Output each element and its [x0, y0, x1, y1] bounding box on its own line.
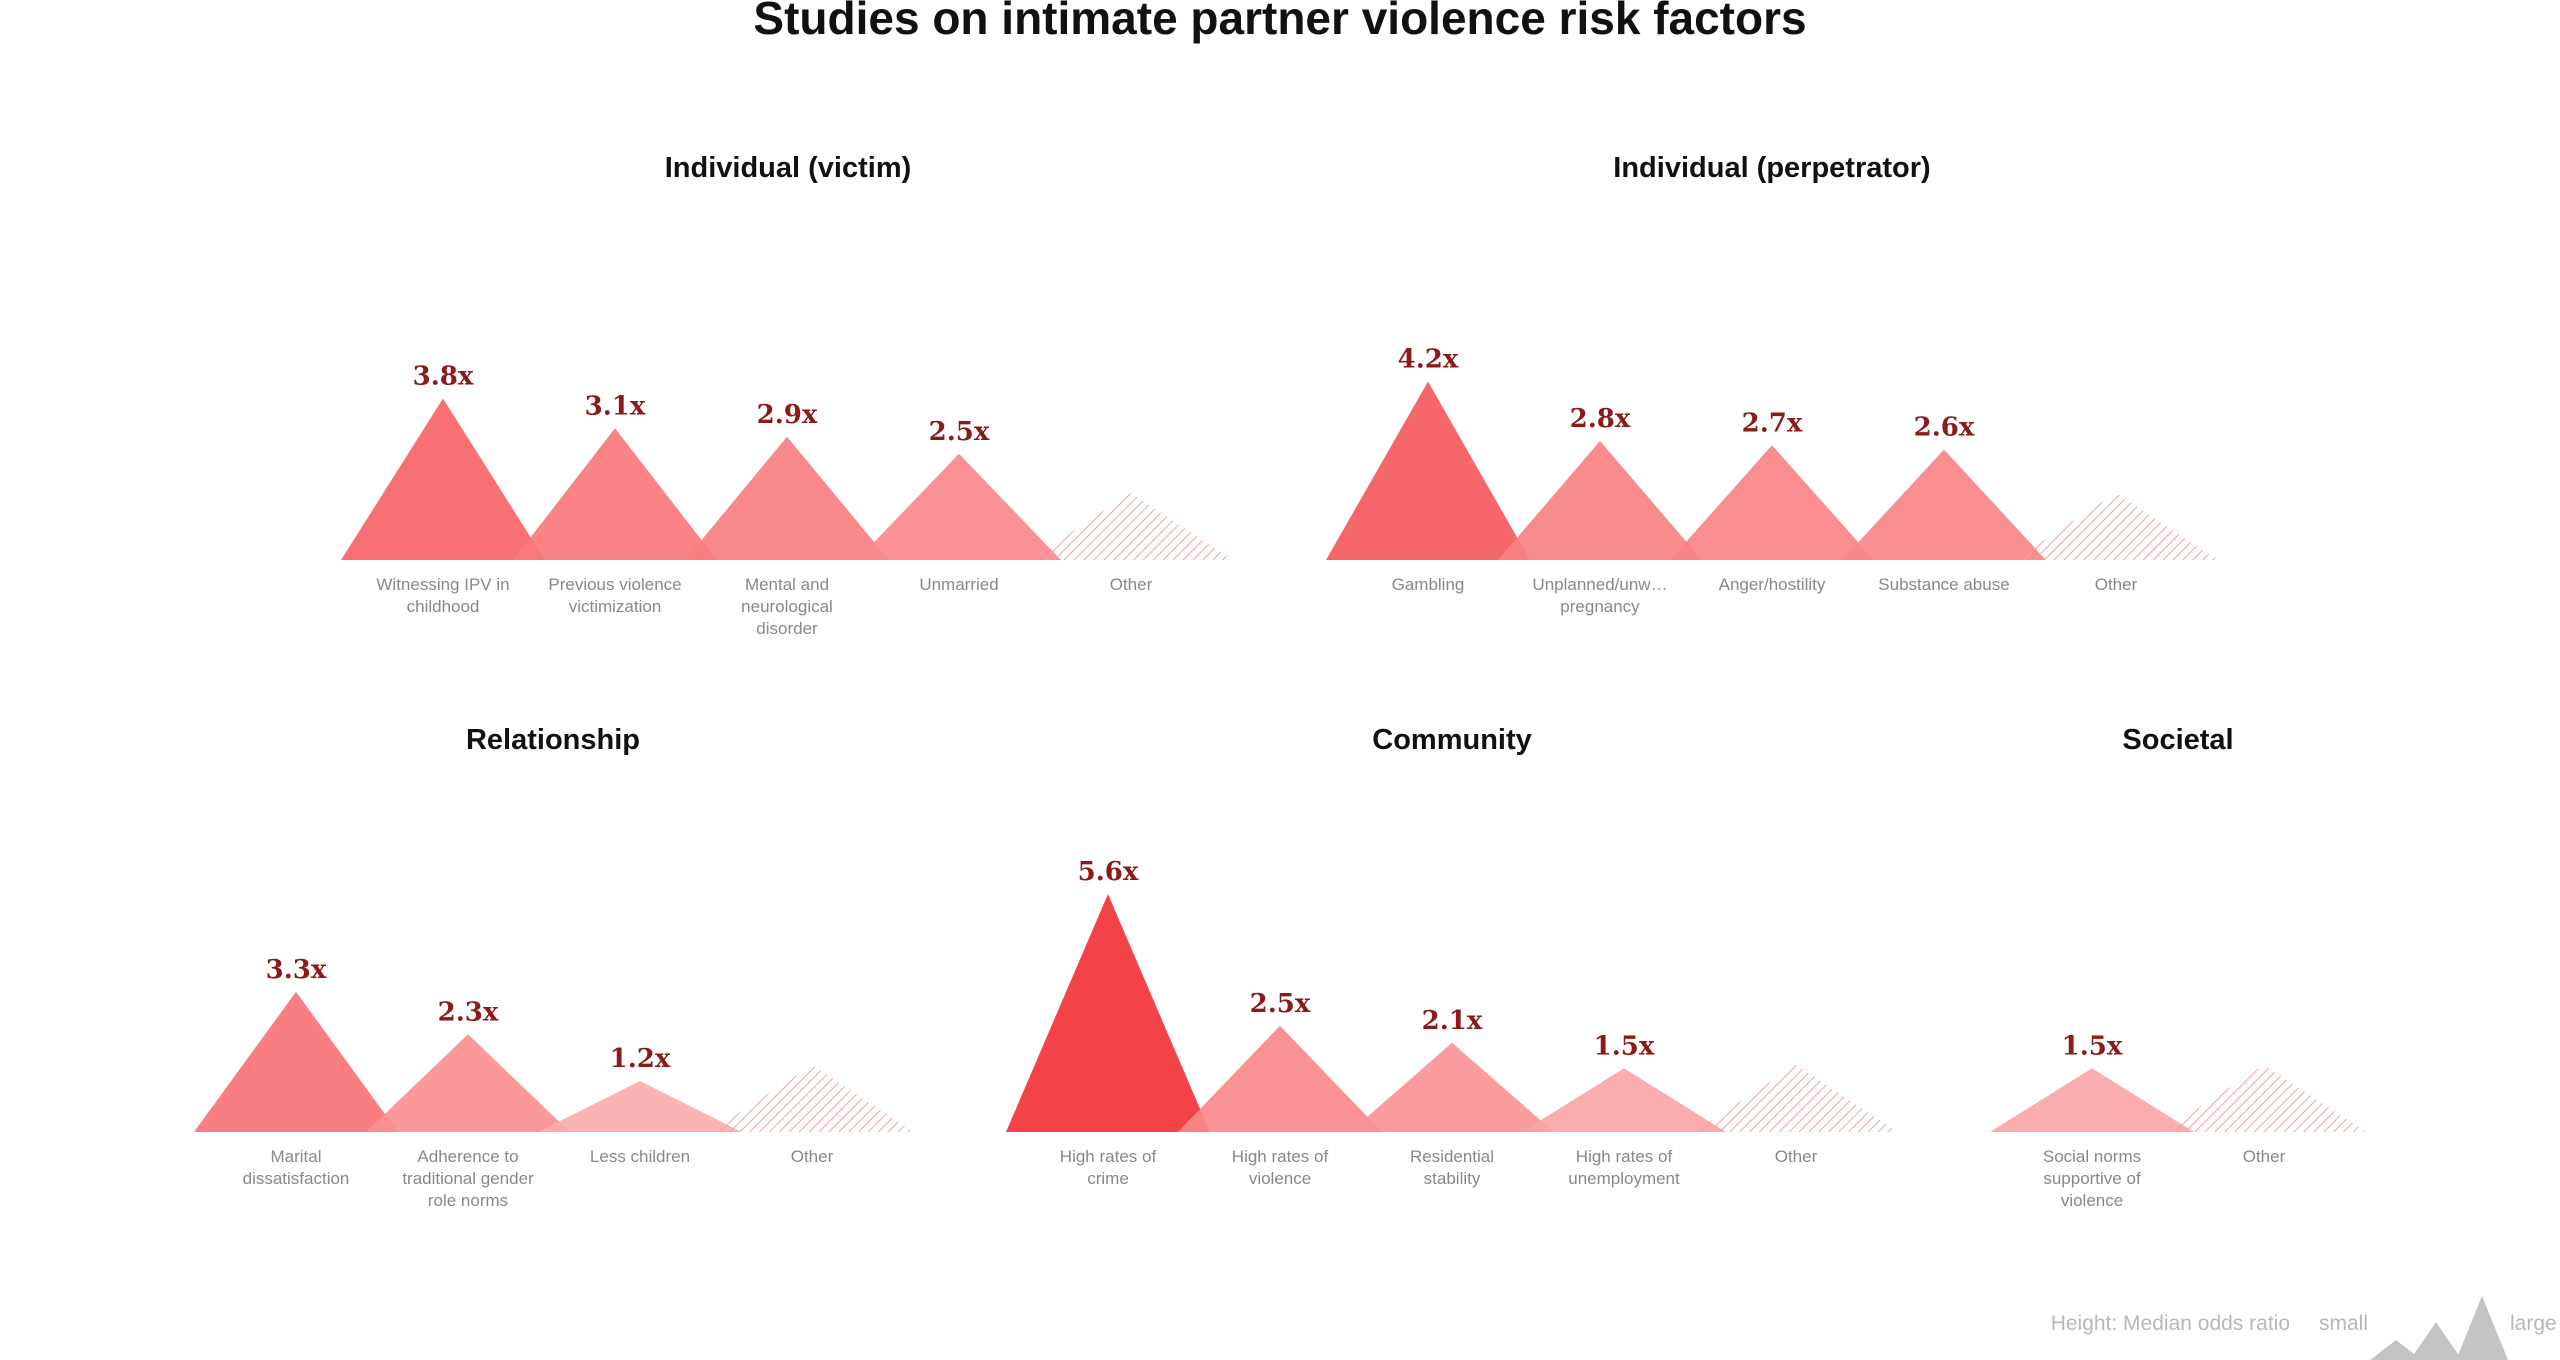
value-label: 5.6x [1078, 857, 1139, 887]
category-label: High rates of [1576, 1147, 1673, 1166]
category-label: Gambling [1392, 575, 1465, 594]
value-label: 2.5x [1250, 989, 1311, 1019]
chart-title: Studies on intimate partner violence ris… [753, 0, 1806, 44]
category-label: Other [1110, 575, 1153, 594]
risk-triangle [685, 436, 889, 560]
risk-triangle [366, 1034, 570, 1132]
category-label: traditional gender [402, 1169, 534, 1188]
value-label: 1.2x [610, 1044, 671, 1074]
value-label: 4.2x [1398, 345, 1459, 375]
category-label: High rates of [1060, 1147, 1157, 1166]
panel-4: Societal 1.5x Social norms supportive of vio… [1990, 724, 2366, 1210]
risk-triangle [1326, 381, 1530, 560]
risk-triangle [857, 453, 1061, 560]
value-label: 2.8x [1570, 404, 1631, 434]
category-label: unemployment [1568, 1169, 1680, 1188]
value-label: 3.8x [413, 362, 474, 392]
value-label: 3.3x [266, 955, 327, 985]
legend-triangle [2370, 1340, 2422, 1360]
legend-height-label: Height: Median odds ratio [2051, 1312, 2290, 1335]
other-mark [1029, 493, 1233, 560]
category-label: role norms [428, 1191, 508, 1210]
panel-3: Community 5.6x High rates of crime 2.5x High … [1006, 724, 1898, 1188]
category-label: dissatisfaction [243, 1169, 350, 1188]
risk-triangle [1350, 1042, 1554, 1132]
category-label: Unmarried [919, 575, 998, 594]
category-label: childhood [407, 597, 480, 616]
other-mark [1694, 1065, 1898, 1132]
risk-triangle [1670, 445, 1874, 560]
panel-title: Societal [2122, 724, 2233, 756]
category-label: violence [1249, 1169, 1311, 1188]
risk-triangle [538, 1081, 742, 1132]
panel-0: Individual (victim) 3.8x Witnessing IPV in… [341, 152, 1233, 638]
risk-triangle [341, 398, 545, 560]
panel-title: Individual (victim) [665, 152, 912, 184]
category-label: Unplanned/unw… [1532, 575, 1667, 594]
legend: Height: Median odds ratio small large [2051, 1296, 2557, 1360]
category-label: crime [1087, 1169, 1129, 1188]
risk-triangle [1178, 1025, 1382, 1132]
other-mark [2162, 1065, 2366, 1132]
value-label: 2.6x [1914, 413, 1975, 443]
category-label: Mental and [745, 575, 829, 594]
category-label: Substance abuse [1878, 575, 2009, 594]
value-label: 1.5x [1594, 1031, 1655, 1061]
category-label: Residential [1410, 1147, 1494, 1166]
category-label: Other [2243, 1147, 2286, 1166]
other-mark [710, 1065, 914, 1132]
risk-triangle [513, 428, 717, 560]
category-label: stability [1424, 1169, 1481, 1188]
risk-triangle [1842, 449, 2046, 560]
legend-triangle [2456, 1296, 2508, 1360]
category-label: violence [2061, 1191, 2123, 1210]
category-label: victimization [569, 597, 662, 616]
risk-triangle [1522, 1068, 1726, 1132]
category-label: Anger/hostility [1719, 575, 1826, 594]
value-label: 2.3x [438, 997, 499, 1027]
value-label: 3.1x [585, 391, 646, 421]
category-label: Adherence to [417, 1147, 518, 1166]
category-label: High rates of [1232, 1147, 1329, 1166]
category-label: Witnessing IPV in [376, 575, 509, 594]
value-label: 2.7x [1742, 408, 1803, 438]
panel-title: Individual (perpetrator) [1613, 152, 1930, 184]
category-label: supportive of [2043, 1169, 2141, 1188]
category-label: Less children [590, 1147, 690, 1166]
panels-group: Individual (victim) 3.8x Witnessing IPV in… [194, 152, 2366, 1210]
category-label: neurological [741, 597, 833, 616]
legend-small-label: small [2319, 1312, 2368, 1335]
risk-triangle [194, 991, 398, 1132]
category-label: Other [791, 1147, 834, 1166]
risk-triangle [1498, 441, 1702, 560]
category-label: Marital [270, 1147, 321, 1166]
legend-marks [2370, 1296, 2508, 1360]
other-mark [2014, 493, 2218, 560]
category-label: disorder [756, 619, 818, 638]
category-label: Previous violence [548, 575, 681, 594]
panel-1: Individual (perpetrator) 4.2x Gambling 2.8x… [1326, 152, 2218, 616]
value-label: 2.1x [1422, 1006, 1483, 1036]
risk-triangle [1990, 1068, 2194, 1132]
category-label: pregnancy [1560, 597, 1640, 616]
value-label: 1.5x [2062, 1031, 2123, 1061]
category-label: Other [2095, 575, 2138, 594]
legend-triangle [2410, 1322, 2462, 1360]
risk-triangle [1006, 894, 1210, 1132]
category-label: Social norms [2043, 1147, 2141, 1166]
value-label: 2.9x [757, 400, 818, 430]
legend-large-label: large [2510, 1312, 2557, 1335]
panel-2: Relationship 3.3x Marital dissatisfaction 2.… [194, 724, 914, 1210]
category-label: Other [1775, 1147, 1818, 1166]
value-label: 2.5x [929, 417, 990, 447]
panel-title: Relationship [466, 724, 640, 756]
panel-title: Community [1372, 724, 1532, 756]
